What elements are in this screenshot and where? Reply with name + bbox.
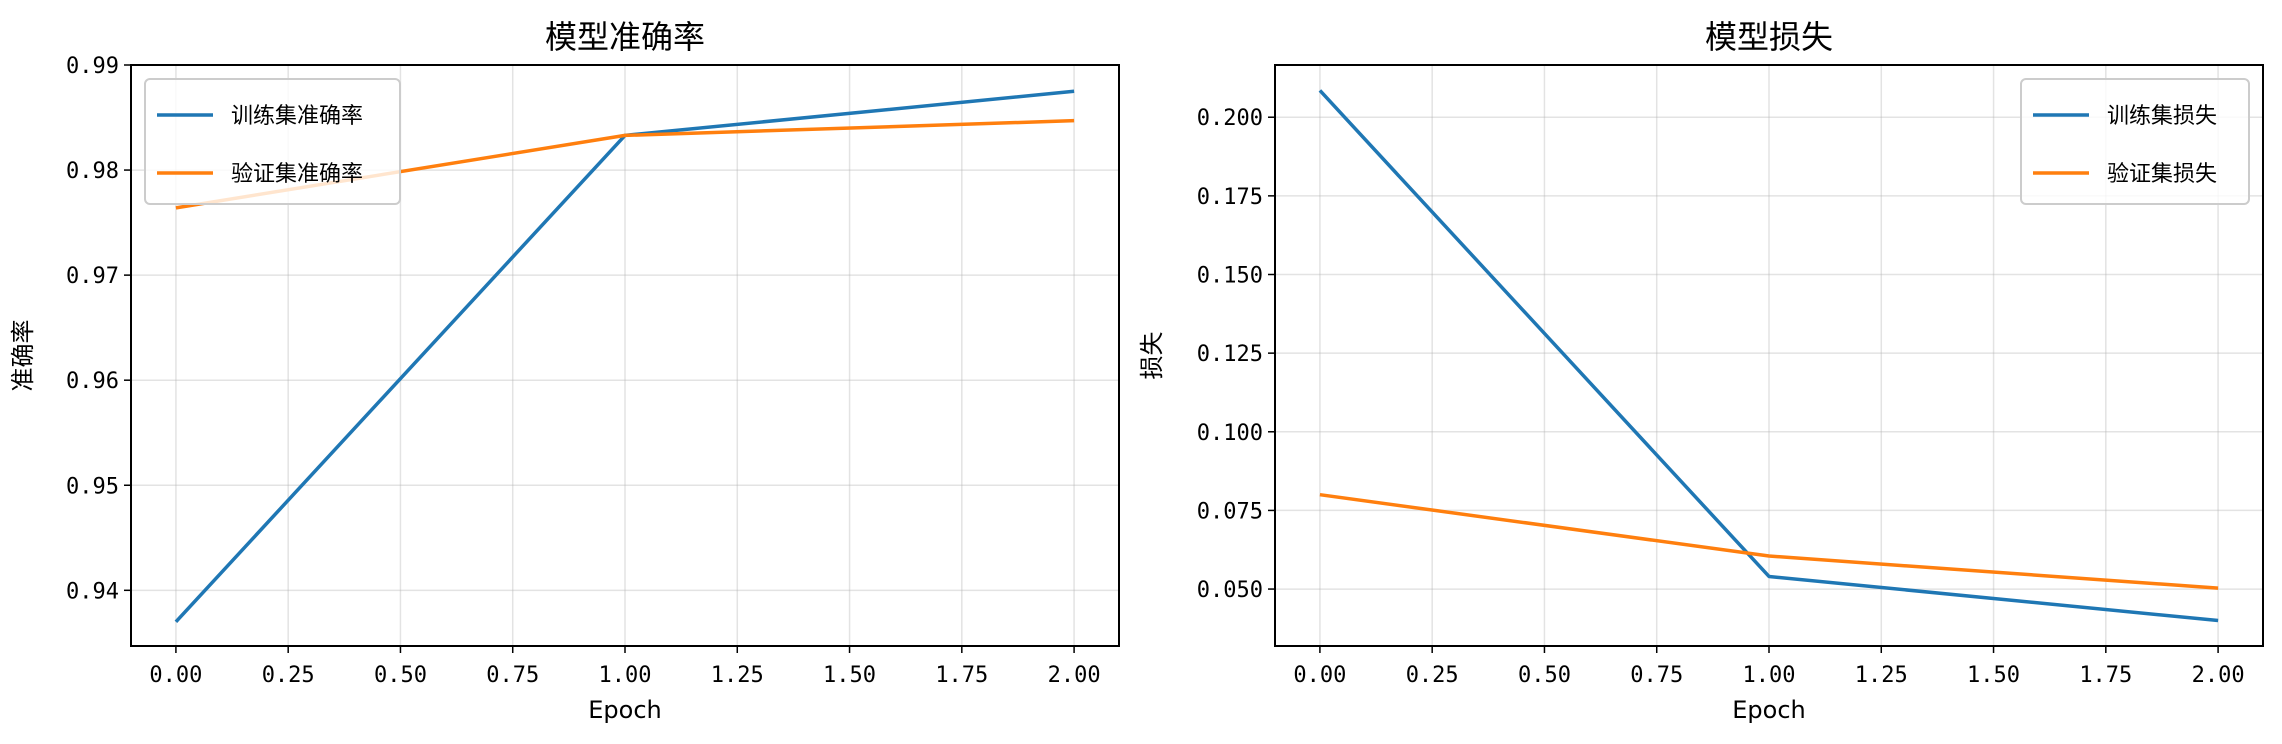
y-tick-label: 0.175: [1197, 185, 1263, 210]
x-tick-label: 1.50: [823, 663, 876, 688]
y-tick-label: 0.94: [66, 579, 119, 604]
x-tick-label: 0.00: [149, 663, 202, 688]
x-axis-label: Epoch: [588, 696, 662, 724]
y-tick-label: 0.200: [1197, 106, 1263, 131]
x-tick-label: 1.75: [935, 663, 988, 688]
x-tick-label: 2.00: [1048, 663, 1101, 688]
x-tick-label: 0.75: [1630, 663, 1683, 688]
legend-label: 验证集损失: [2107, 162, 2217, 187]
x-tick-label: 0.50: [1518, 663, 1571, 688]
y-tick-label: 0.96: [66, 369, 119, 394]
x-tick-label: 0.25: [262, 663, 315, 688]
y-tick-label: 0.050: [1197, 578, 1263, 603]
x-axis-label: Epoch: [1732, 696, 1806, 724]
axes-frame: [130, 64, 1120, 647]
y-tick-label: 0.95: [66, 474, 119, 499]
axes-frame: [1274, 64, 2264, 647]
x-tick-label: 1.25: [1855, 663, 1908, 688]
chart-title: 模型损失: [1705, 18, 1833, 56]
x-tick-label: 1.50: [1967, 663, 2020, 688]
y-tick-label: 0.150: [1197, 263, 1263, 288]
x-tick-label: 2.00: [2192, 663, 2245, 688]
y-axis-label: 准确率: [9, 320, 37, 392]
x-tick-label: 0.50: [374, 663, 427, 688]
chart-title: 模型准确率: [545, 18, 705, 56]
x-tick-label: 0.25: [1406, 663, 1459, 688]
chart-panel-0: 0.00 0.25 0.50 0.75 1.00 1.25 1.50 1.75 2.00 0.94…: [9, 18, 1120, 724]
legend-label: 验证集准确率: [231, 162, 363, 187]
x-tick-label: 1.25: [711, 663, 764, 688]
y-tick-label: 0.125: [1197, 342, 1263, 367]
y-tick-label: 0.98: [66, 159, 119, 184]
y-tick-label: 0.97: [66, 264, 119, 289]
y-tick-label: 0.100: [1197, 421, 1263, 446]
chart-panel-1: 0.00 0.25 0.50 0.75 1.00 1.25 1.50 1.75 2.00 0.05…: [1138, 18, 2264, 724]
y-axis-label: 损失: [1138, 332, 1166, 380]
y-tick-label: 0.075: [1197, 499, 1263, 524]
x-tick-label: 0.00: [1293, 663, 1346, 688]
legend-label: 训练集准确率: [231, 104, 363, 129]
x-tick-label: 1.00: [1743, 663, 1796, 688]
x-tick-label: 1.00: [599, 663, 652, 688]
x-tick-label: 0.75: [486, 663, 539, 688]
x-tick-label: 1.75: [2079, 663, 2132, 688]
legend-label: 训练集损失: [2107, 104, 2217, 129]
y-tick-label: 0.99: [66, 54, 119, 79]
